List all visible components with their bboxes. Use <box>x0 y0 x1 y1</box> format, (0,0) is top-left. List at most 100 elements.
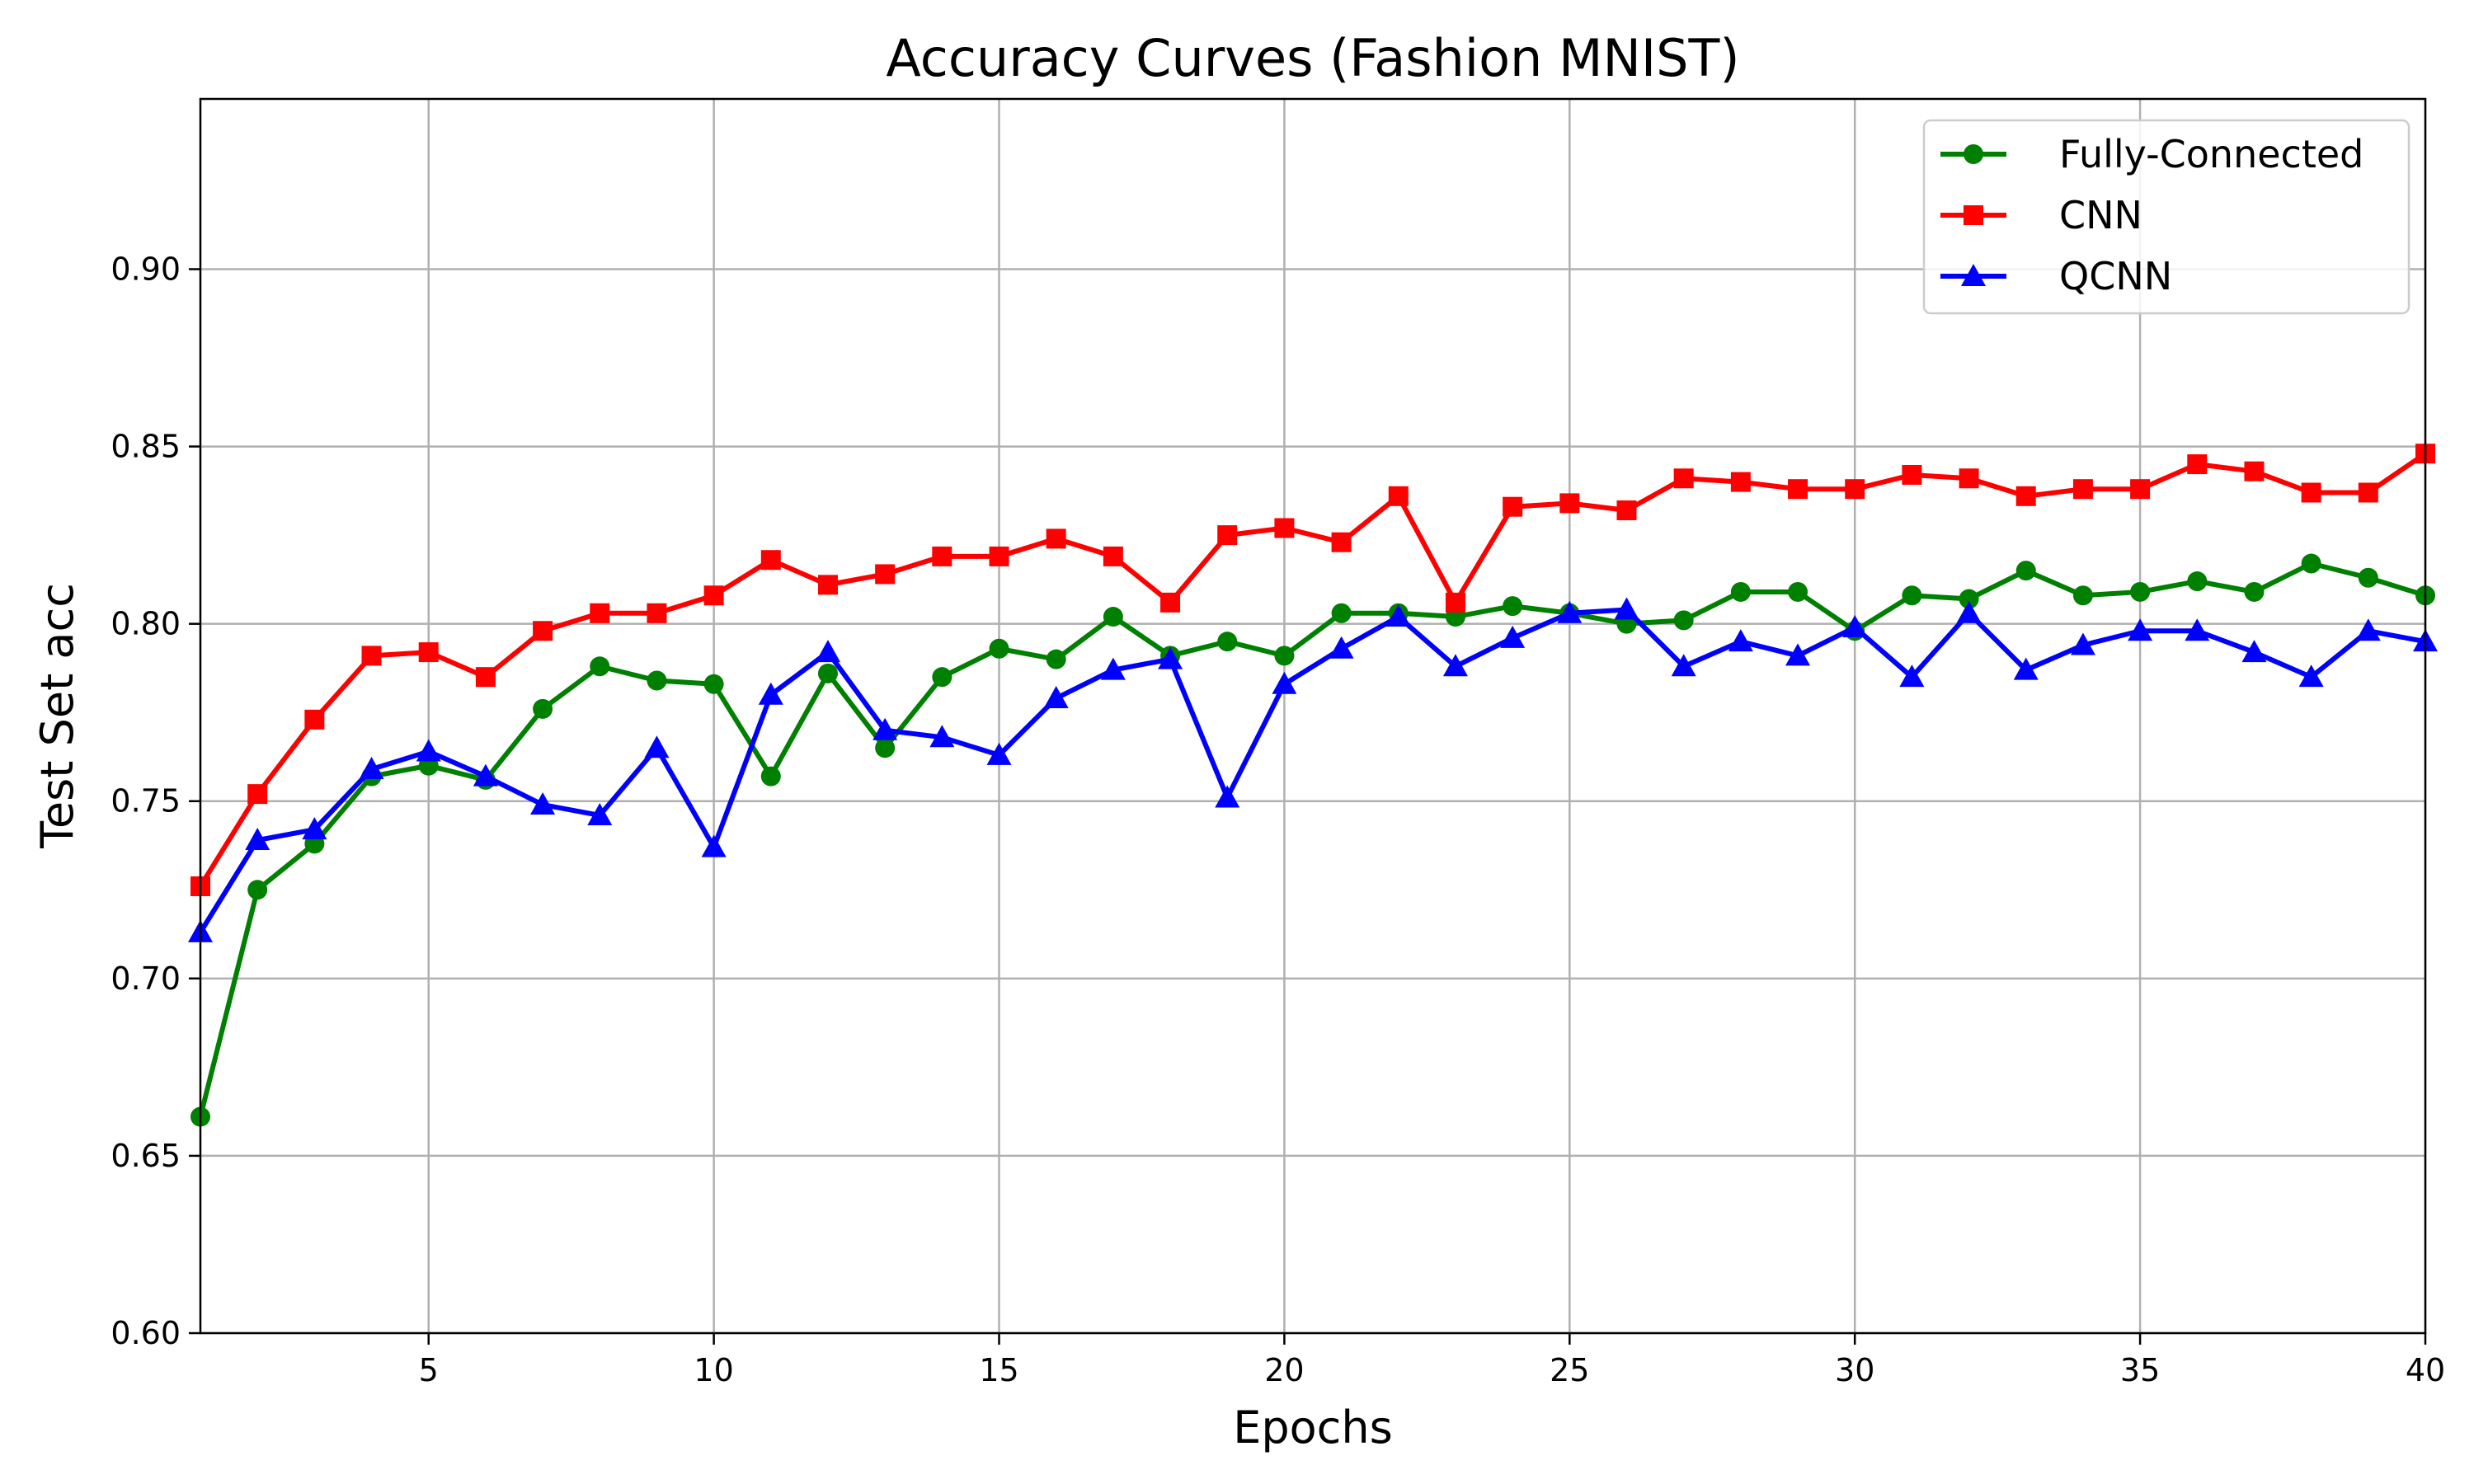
data-point-fully-connected <box>875 738 896 758</box>
data-point-cnn <box>817 575 838 595</box>
data-point-qcnn <box>644 735 670 758</box>
legend-item-fully-connected: Fully-Connected <box>1940 132 2363 176</box>
y-tick-label: 0.70 <box>111 960 181 997</box>
data-point-cnn <box>1788 479 1808 500</box>
data-point-cnn <box>703 585 724 606</box>
data-point-qcnn <box>1785 643 1811 666</box>
data-point-fully-connected <box>1503 596 1523 617</box>
x-tick-label: 20 <box>1264 1352 1304 1388</box>
data-point-cnn <box>1673 468 1694 489</box>
data-point-fully-connected <box>1331 603 1352 623</box>
data-point-fully-connected <box>647 670 667 691</box>
y-tick-label: 0.60 <box>111 1315 181 1351</box>
y-axis-label: Test Set acc <box>31 583 83 849</box>
legend-item-cnn: CNN <box>1940 193 2142 237</box>
data-point-qcnn <box>530 792 556 815</box>
data-point-qcnn <box>986 742 1012 765</box>
data-point-cnn <box>2130 479 2151 500</box>
x-axis-label: Epochs <box>1233 1402 1392 1453</box>
data-point-fully-connected <box>1673 610 1694 631</box>
data-point-fully-connected <box>2358 567 2378 588</box>
data-point-fully-connected <box>247 880 268 900</box>
data-point-fully-connected <box>703 674 724 694</box>
data-point-qcnn <box>1500 625 1526 648</box>
data-point-fully-connected <box>2301 553 2321 574</box>
data-point-cnn <box>1274 518 1295 538</box>
legend-label-cnn: CNN <box>2059 193 2142 237</box>
data-point-qcnn <box>2298 665 2324 688</box>
x-tick-label: 10 <box>694 1352 733 1388</box>
data-point-qcnn <box>1329 636 1354 659</box>
data-point-cnn <box>2187 454 2208 475</box>
data-point-cnn <box>1959 468 1979 489</box>
data-point-fully-connected <box>760 766 781 787</box>
chart-title: Accuracy Curves (Fashion MNIST) <box>886 28 1739 88</box>
legend: Fully-Connected CNN QCNN <box>1922 119 2411 315</box>
data-point-qcnn <box>1728 629 1753 652</box>
plot-frame <box>199 97 2427 1335</box>
data-point-fully-connected <box>1217 632 1238 652</box>
data-point-fully-connected <box>2015 561 2036 581</box>
data-point-qcnn <box>416 739 441 762</box>
data-point-cnn <box>1388 486 1409 506</box>
data-point-qcnn <box>1215 785 1240 808</box>
data-point-fully-connected <box>533 698 553 719</box>
data-point-cnn <box>760 550 781 571</box>
data-point-qcnn <box>359 757 384 780</box>
axis-ticks: 5 10 15 20 25 30 35 40 0.60 0.65 0.70 0.75 0.80 0.85 0… <box>111 251 2445 1388</box>
data-point-qcnn <box>815 640 840 663</box>
data-point-cnn <box>1103 546 1123 566</box>
data-point-fully-connected <box>817 663 838 683</box>
data-point-qcnn <box>1158 646 1183 669</box>
x-tick-label: 15 <box>979 1352 1018 1388</box>
data-point-cnn <box>2301 482 2321 503</box>
data-point-fully-connected <box>1902 585 1922 606</box>
data-point-cnn <box>1730 472 1751 492</box>
legend-marker-qcnn <box>1961 264 1986 286</box>
data-point-cnn <box>590 603 610 623</box>
y-tick-label: 0.80 <box>111 606 181 642</box>
data-point-cnn <box>1503 496 1523 517</box>
data-point-cnn <box>361 646 382 666</box>
data-point-qcnn <box>872 717 898 740</box>
data-point-qcnn <box>758 682 783 705</box>
x-tick-label: 5 <box>419 1352 439 1388</box>
data-point-qcnn <box>929 725 955 748</box>
x-tick-label: 25 <box>1550 1352 1589 1388</box>
data-point-cnn <box>1445 592 1465 613</box>
legend-marker-cnn <box>1964 205 1983 225</box>
data-point-qcnn <box>2241 640 2267 663</box>
data-point-qcnn <box>1671 654 1696 677</box>
data-point-cnn <box>875 564 896 585</box>
data-point-qcnn <box>473 763 498 787</box>
legend-label-qcnn: QCNN <box>2059 254 2172 298</box>
data-point-cnn <box>1217 525 1238 546</box>
data-point-qcnn <box>2185 618 2210 641</box>
y-tick-label: 0.65 <box>111 1138 181 1174</box>
data-point-fully-connected <box>1274 646 1295 666</box>
data-point-cnn <box>932 546 952 566</box>
data-point-fully-connected <box>989 638 1009 659</box>
data-point-cnn <box>1046 528 1066 549</box>
data-point-qcnn <box>1899 665 1925 688</box>
data-point-qcnn <box>1272 671 1297 694</box>
data-point-qcnn <box>1614 597 1639 620</box>
data-point-cnn <box>1902 464 1922 485</box>
series-cnn <box>190 444 2435 896</box>
data-point-cnn <box>1331 532 1352 552</box>
x-tick-label: 35 <box>2120 1352 2160 1388</box>
data-point-fully-connected <box>2187 571 2208 592</box>
data-point-qcnn <box>1557 600 1583 623</box>
x-tick-label: 30 <box>1835 1352 1874 1388</box>
data-point-cnn <box>2072 479 2093 500</box>
data-point-qcnn <box>1100 657 1126 680</box>
data-point-cnn <box>1559 493 1580 514</box>
series-layer <box>188 444 2438 1127</box>
data-point-cnn <box>1616 500 1637 520</box>
series-line-fully-connected <box>198 561 2428 1120</box>
data-point-qcnn <box>1842 614 1868 637</box>
data-point-cnn <box>1845 479 1865 500</box>
data-point-cnn <box>475 667 496 688</box>
data-point-qcnn <box>701 834 727 857</box>
